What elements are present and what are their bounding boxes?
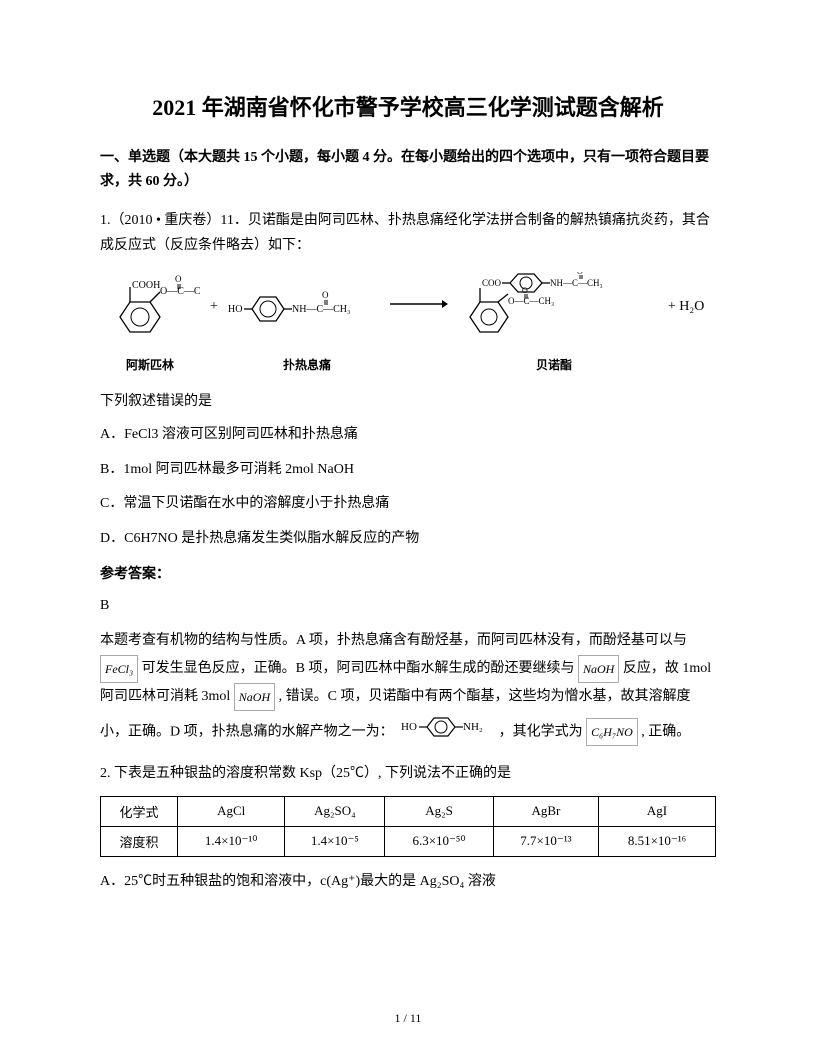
- svg-text:NH—C—CH₃: NH—C—CH₃: [292, 304, 351, 315]
- table-header: Ag₂SO₄: [285, 796, 385, 826]
- table-header: AgCl: [178, 796, 285, 826]
- benorilate-label: 贝诺酯: [464, 356, 644, 373]
- q1-lead: 下列叙述错误的是: [100, 389, 716, 414]
- svg-text:O: O: [175, 274, 182, 284]
- q1-intro: 1.（2010 • 重庆卷）11．贝诺酯是由阿司匹林、扑热息痛经化学法拼合制备的…: [100, 208, 716, 258]
- answer-label: 参考答案：: [100, 563, 716, 583]
- q2-option-a: A．25℃时五种银盐的饱和溶液中，c(Ag⁺)最大的是 Ag₂SO₄ 溶液: [100, 869, 716, 896]
- page-number: 1 / 11: [0, 1011, 816, 1026]
- q1-option-c: C．常温下贝诺酯在水中的溶解度小于扑热息痛: [100, 491, 716, 518]
- table-cell: 1.4×10⁻¹⁰: [178, 826, 285, 856]
- fecl3-formula: FeCl₃: [100, 655, 138, 683]
- table-cell: 溶度积: [101, 826, 178, 856]
- table-cell: 6.3×10⁻⁵⁰: [385, 826, 493, 856]
- svg-text:O: O: [522, 286, 528, 295]
- q1-option-a: A．FeCl3 溶液可区别阿司匹林和扑热息痛: [100, 422, 716, 449]
- paracetamol-structure: HO NH—C—CH₃ O: [228, 272, 378, 342]
- reaction-arrow: [384, 286, 452, 327]
- naoh-formula: NaOH: [578, 655, 619, 683]
- plus-sign: +: [206, 289, 222, 325]
- q1-answer: B: [100, 593, 716, 620]
- exp-text: ，其化学式为: [499, 724, 583, 739]
- section-heading: 一、单选题（本大题共 15 个小题，每小题 4 分。在每小题给出的四个选项中，只…: [100, 146, 716, 194]
- table-header: Ag₂S: [385, 796, 493, 826]
- svg-text:NH—C—CH₃: NH—C—CH₃: [550, 278, 603, 288]
- reaction-scheme: COOH O—C—CH₃ O + HO NH—C—CH₃ O: [100, 272, 716, 342]
- water-product: + H₂O: [664, 289, 709, 325]
- exp-text: 本题考查有机物的结构与性质。A 项，扑热息痛含有酚烃基，而阿司匹林没有，而酚烃基…: [100, 633, 687, 648]
- solubility-table: 化学式 AgCl Ag₂SO₄ Ag₂S AgBr AgI 溶度积 1.4×10…: [100, 796, 716, 857]
- q2-intro: 2. 下表是五种银盐的溶度积常数 Ksp（25℃）, 下列说法不正确的是: [100, 761, 716, 786]
- aspirin-structure: COOH O—C—CH₃ O: [100, 272, 200, 342]
- naoh-formula: NaOH: [234, 683, 275, 711]
- q1-explanation: 本题考查有机物的结构与性质。A 项，扑热息痛含有酚烃基，而阿司匹林没有，而酚烃基…: [100, 627, 716, 752]
- table-row: 溶度积 1.4×10⁻¹⁰ 1.4×10⁻⁵ 6.3×10⁻⁵⁰ 7.7×10⁻…: [101, 826, 716, 856]
- aspirin-label: 阿斯匹林: [100, 356, 200, 373]
- svg-text:COOH: COOH: [132, 280, 160, 291]
- aminophenol-structure: HO NH₂: [401, 712, 491, 753]
- benorilate-structure: COO NH—C—CH₃ O O—C—CH₃ O: [458, 272, 658, 342]
- table-header: 化学式: [101, 796, 178, 826]
- svg-text:COO: COO: [482, 278, 502, 288]
- c6h7no-formula: C₆H₇NO: [586, 718, 638, 746]
- table-cell: 7.7×10⁻¹³: [493, 826, 598, 856]
- svg-text:NH₂: NH₂: [463, 721, 483, 733]
- svg-text:HO: HO: [401, 721, 417, 733]
- table-header-row: 化学式 AgCl Ag₂SO₄ Ag₂S AgBr AgI: [101, 796, 716, 826]
- svg-text:HO: HO: [228, 304, 242, 315]
- table-header: AgBr: [493, 796, 598, 826]
- table-header: AgI: [599, 796, 716, 826]
- exp-text: , 正确。: [641, 724, 690, 739]
- doc-title: 2021 年湖南省怀化市警予学校高三化学测试题含解析: [100, 90, 716, 122]
- q1-option-d: D．C6H7NO 是扑热息痛发生类似脂水解反应的产物: [100, 526, 716, 553]
- paracetamol-label: 扑热息痛: [232, 356, 382, 373]
- page: 2021 年湖南省怀化市警予学校高三化学测试题含解析 一、单选题（本大题共 15…: [0, 0, 816, 1056]
- svg-text:O: O: [322, 290, 329, 300]
- exp-text: 可发生显色反应，正确。B 项，阿司匹林中酯水解生成的酚还要继续与: [142, 661, 575, 676]
- table-cell: 1.4×10⁻⁵: [285, 826, 385, 856]
- q1-option-b: B．1mol 阿司匹林最多可消耗 2mol NaOH: [100, 457, 716, 484]
- table-cell: 8.51×10⁻¹⁶: [599, 826, 716, 856]
- reaction-captions: 阿斯匹林 扑热息痛 贝诺酯: [100, 348, 716, 373]
- svg-text:O: O: [577, 272, 583, 276]
- svg-text:O—C—CH₃: O—C—CH₃: [508, 296, 554, 306]
